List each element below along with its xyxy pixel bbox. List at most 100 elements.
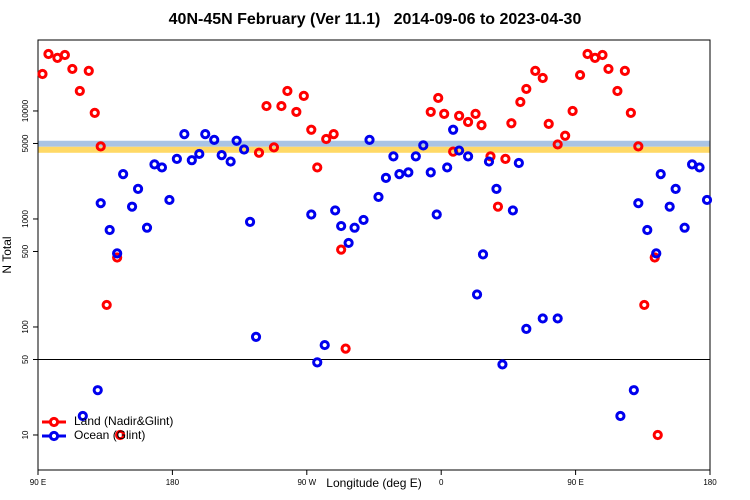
y-tick-label: 1000: [21, 210, 30, 228]
point: [115, 429, 126, 441]
point: [231, 135, 242, 146]
point: [225, 156, 236, 167]
point: [651, 248, 662, 259]
y-tick-label: 5000: [21, 134, 30, 152]
point: [321, 133, 332, 145]
point: [112, 252, 123, 263]
point: [276, 100, 287, 112]
point: [633, 198, 644, 209]
point: [312, 357, 323, 368]
point: [141, 222, 153, 233]
point: [59, 49, 70, 61]
legend-marker: [48, 416, 60, 428]
point: [343, 237, 354, 249]
point: [615, 410, 626, 422]
point: [642, 224, 653, 236]
y-tick-label: 500: [21, 244, 30, 258]
band: [38, 146, 710, 153]
point: [336, 220, 347, 232]
point: [244, 216, 256, 227]
point: [483, 156, 495, 167]
point: [358, 214, 369, 226]
y-tick-label: 100: [21, 320, 30, 334]
y-tick-label: 50: [21, 354, 30, 363]
point: [194, 148, 205, 160]
x-tick-label: 180: [166, 478, 180, 487]
point: [628, 385, 639, 396]
point: [312, 162, 323, 173]
point: [209, 134, 220, 145]
x-tick-label: 90 E: [30, 478, 46, 487]
point: [639, 299, 650, 311]
band: [38, 140, 710, 147]
point: [597, 49, 608, 61]
point: [567, 105, 578, 117]
point: [431, 209, 442, 220]
point: [513, 157, 524, 169]
point: [89, 107, 100, 118]
point: [582, 48, 593, 60]
point: [477, 249, 489, 260]
point: [186, 155, 197, 166]
point: [521, 83, 532, 95]
point: [156, 162, 168, 173]
point: [200, 129, 211, 140]
point: [394, 169, 405, 180]
point: [462, 116, 474, 128]
point: [364, 134, 375, 145]
x-tick-label: 90 E: [567, 478, 583, 487]
point: [306, 124, 317, 135]
point: [101, 299, 112, 311]
point: [574, 69, 586, 81]
point: [92, 385, 103, 396]
point: [476, 119, 487, 131]
point: [126, 201, 138, 212]
point: [118, 169, 129, 180]
point: [216, 150, 227, 161]
point: [340, 343, 351, 354]
x-tick-label: 90 W: [297, 478, 316, 487]
point: [515, 96, 526, 108]
point: [655, 169, 666, 180]
y-tick-label: 10000: [21, 99, 30, 122]
point: [530, 65, 541, 76]
point: [454, 145, 465, 156]
point: [506, 118, 517, 129]
legend-marker: [48, 430, 60, 442]
point: [537, 313, 548, 324]
point: [330, 205, 341, 216]
point: [612, 85, 623, 97]
point: [298, 90, 309, 101]
point: [454, 110, 465, 122]
point: [268, 142, 280, 153]
point: [328, 129, 339, 140]
point: [104, 224, 115, 236]
point: [261, 100, 272, 112]
x-axis-label: Longitude (deg E): [326, 476, 421, 490]
point: [552, 313, 563, 324]
point: [485, 151, 496, 162]
point: [652, 429, 663, 441]
y-axis-label: N Total: [0, 236, 14, 273]
point: [603, 63, 614, 75]
point: [83, 65, 94, 76]
point: [694, 162, 705, 173]
point: [403, 167, 414, 178]
point: [238, 144, 250, 155]
point: [552, 139, 563, 150]
legend-label: Ocean (Glint): [74, 428, 145, 442]
point: [67, 63, 78, 75]
point: [282, 85, 293, 97]
point: [410, 151, 421, 162]
point: [95, 198, 106, 209]
point: [537, 72, 548, 84]
point: [670, 183, 681, 194]
point: [543, 118, 554, 129]
point: [521, 323, 532, 334]
point: [470, 108, 481, 119]
point: [425, 167, 436, 178]
point: [418, 140, 429, 151]
plot-frame: [37, 39, 711, 471]
point: [439, 108, 450, 119]
